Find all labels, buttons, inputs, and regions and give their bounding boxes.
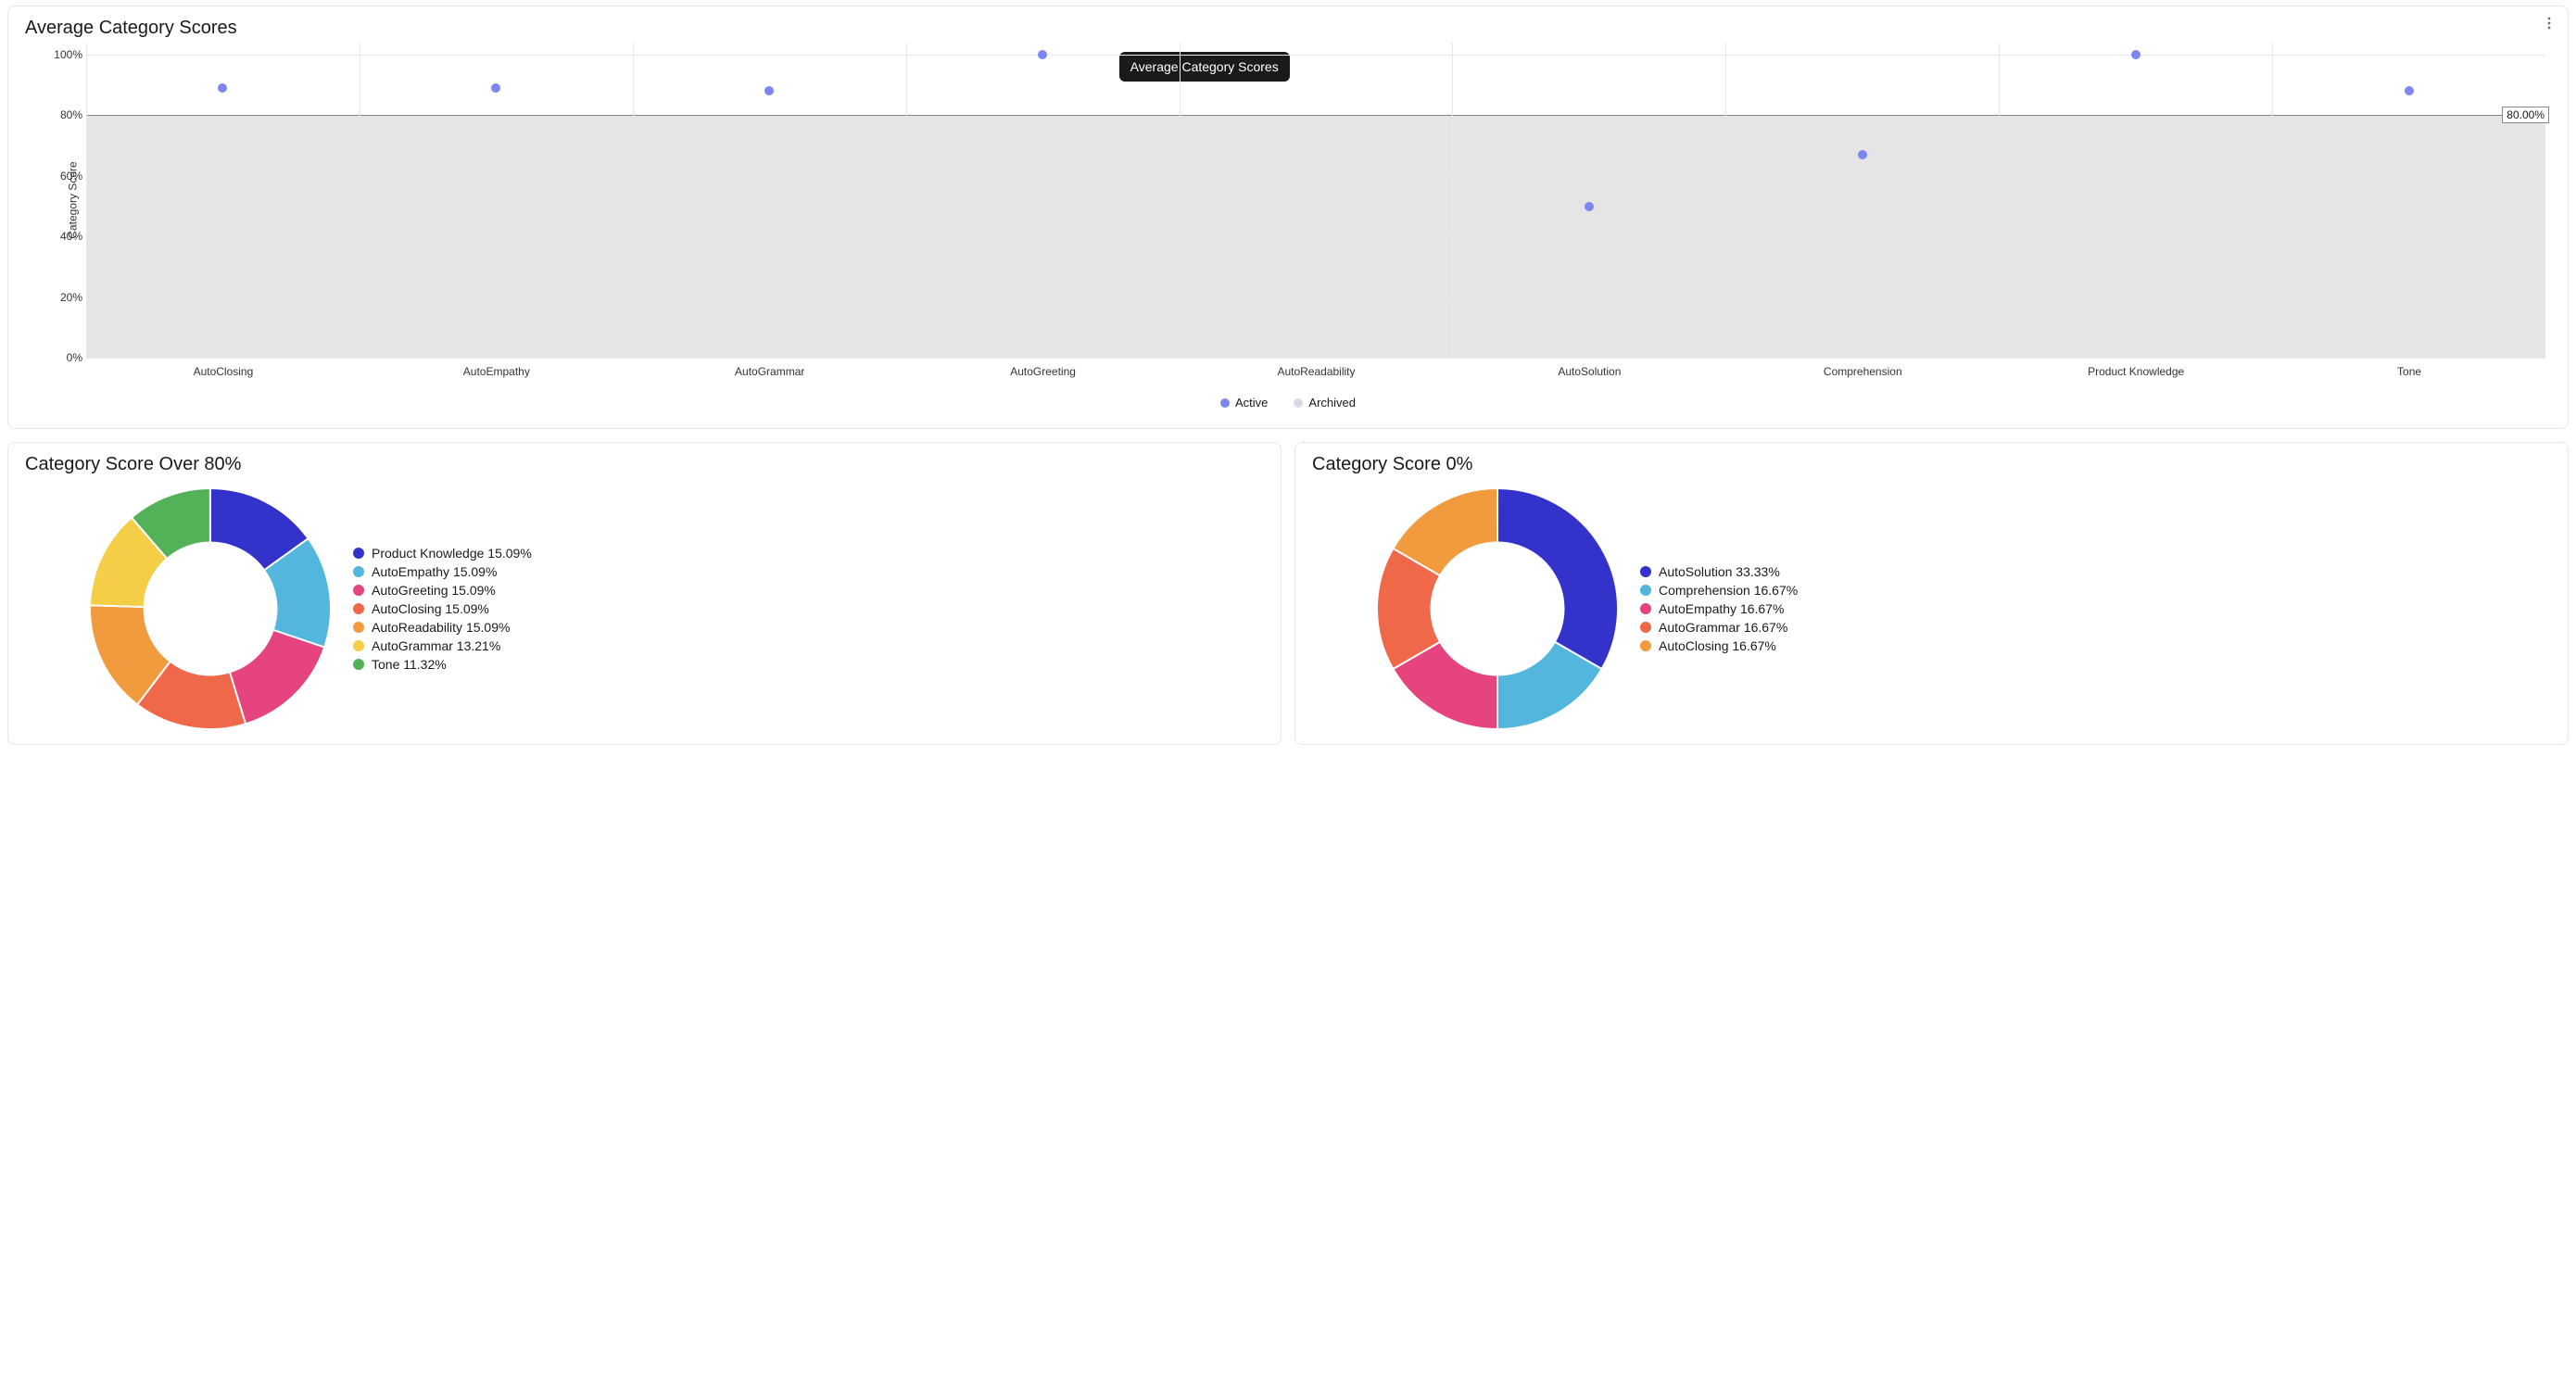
- donut-over80: [90, 488, 331, 729]
- x-category-label: AutoClosing: [194, 365, 254, 378]
- legend-label: Archived: [1308, 396, 1356, 410]
- scatter-card: Average Category Scores Category Score A…: [7, 6, 2569, 429]
- y-tick-label: 0%: [45, 351, 82, 364]
- legend-label: Active: [1235, 396, 1268, 410]
- pie-legend-item[interactable]: AutoClosing 15.09%: [353, 601, 532, 616]
- more-vert-icon: [2542, 16, 2557, 31]
- donut-slice[interactable]: [1497, 488, 1618, 669]
- pie-legend-label: Product Knowledge 15.09%: [372, 546, 532, 561]
- pie-legend-item[interactable]: AutoEmpathy 15.09%: [353, 564, 532, 579]
- pie-legend-swatch: [1640, 622, 1651, 633]
- pie-legend-item[interactable]: Comprehension 16.67%: [1640, 583, 1798, 598]
- donut-over80-legend: Product Knowledge 15.09% AutoEmpathy 15.0…: [353, 546, 532, 672]
- pie-legend-item[interactable]: Tone 11.32%: [353, 657, 532, 672]
- donut-over80-card: Category Score Over 80% Product Knowledg…: [7, 442, 1282, 745]
- x-category-label: AutoEmpathy: [463, 365, 530, 378]
- scatter-title: Average Category Scores: [25, 18, 2553, 39]
- donut-zero-title: Category Score 0%: [1312, 454, 2553, 475]
- scatter-point[interactable]: [1858, 150, 1867, 159]
- scatter-point[interactable]: [491, 83, 500, 93]
- pie-legend-swatch: [353, 603, 364, 614]
- legend-item[interactable]: Archived: [1294, 396, 1356, 410]
- x-category-label: AutoGrammar: [735, 365, 804, 378]
- pie-legend-swatch: [353, 640, 364, 651]
- pie-legend-label: AutoReadability 15.09%: [372, 620, 510, 635]
- pie-legend-item[interactable]: AutoEmpathy 16.67%: [1640, 601, 1798, 616]
- pie-legend-swatch: [1640, 585, 1651, 596]
- pie-legend-swatch: [353, 566, 364, 577]
- legend-swatch: [1220, 398, 1230, 408]
- scatter-plot: Category Score Average Category Scores 0…: [86, 43, 2545, 358]
- pie-legend-label: AutoSolution 33.33%: [1659, 564, 1780, 579]
- donut-slice[interactable]: [230, 630, 324, 724]
- y-tick-label: 80%: [45, 108, 82, 121]
- x-category-label: AutoSolution: [1558, 365, 1621, 378]
- pie-legend-swatch: [353, 585, 364, 596]
- scatter-point[interactable]: [218, 83, 227, 93]
- x-category-label: Comprehension: [1824, 365, 1902, 378]
- scatter-wrap: Category Score Average Category Scores 0…: [23, 43, 2553, 413]
- legend-item[interactable]: Active: [1220, 396, 1268, 410]
- donut-over80-title: Category Score Over 80%: [25, 454, 1266, 475]
- x-category-label: Tone: [2397, 365, 2421, 378]
- more-menu-button[interactable]: [2538, 12, 2560, 34]
- donut-zero-card: Category Score 0% AutoSolution 33.33% Com…: [1294, 442, 2569, 745]
- pie-legend-swatch: [353, 548, 364, 559]
- pie-legend-label: AutoClosing 15.09%: [372, 601, 489, 616]
- y-tick-label: 60%: [45, 170, 82, 183]
- pie-legend-item[interactable]: AutoGrammar 13.21%: [353, 638, 532, 653]
- scatter-point[interactable]: [1038, 50, 1047, 59]
- pie-legend-item[interactable]: Product Knowledge 15.09%: [353, 546, 532, 561]
- donut-zero-legend: AutoSolution 33.33% Comprehension 16.67% A…: [1640, 564, 1798, 653]
- legend-swatch: [1294, 398, 1303, 408]
- pie-legend-label: Tone 11.32%: [372, 657, 447, 672]
- pie-legend-item[interactable]: AutoClosing 16.67%: [1640, 638, 1798, 653]
- pie-legend-label: AutoGreeting 15.09%: [372, 583, 496, 598]
- y-tick-label: 20%: [45, 291, 82, 304]
- pie-legend-swatch: [1640, 640, 1651, 651]
- y-tick-label: 100%: [45, 48, 82, 61]
- pie-legend-item[interactable]: AutoSolution 33.33%: [1640, 564, 1798, 579]
- y-tick-label: 40%: [45, 230, 82, 243]
- pie-legend-label: AutoGrammar 16.67%: [1659, 620, 1787, 635]
- pie-legend-item[interactable]: AutoReadability 15.09%: [353, 620, 532, 635]
- donut-zero: [1377, 488, 1618, 729]
- pie-legend-swatch: [353, 622, 364, 633]
- x-category-label: AutoReadability: [1277, 365, 1355, 378]
- pie-legend-label: AutoGrammar 13.21%: [372, 638, 500, 653]
- pie-legend-label: AutoEmpathy 15.09%: [372, 564, 497, 579]
- pie-legend-item[interactable]: AutoGrammar 16.67%: [1640, 620, 1798, 635]
- pie-legend-label: AutoClosing 16.67%: [1659, 638, 1776, 653]
- scatter-legend: Active Archived: [23, 396, 2553, 410]
- pie-legend-swatch: [1640, 566, 1651, 577]
- pie-legend-swatch: [353, 659, 364, 670]
- pie-legend-label: AutoEmpathy 16.67%: [1659, 601, 1784, 616]
- pie-legend-item[interactable]: AutoGreeting 15.09%: [353, 583, 532, 598]
- scatter-point[interactable]: [2131, 50, 2140, 59]
- scatter-point[interactable]: [764, 86, 774, 95]
- x-category-label: Product Knowledge: [2088, 365, 2184, 378]
- pie-legend-label: Comprehension 16.67%: [1659, 583, 1798, 598]
- scatter-point[interactable]: [1585, 202, 1594, 211]
- x-category-label: AutoGreeting: [1010, 365, 1076, 378]
- scatter-point[interactable]: [2405, 86, 2414, 95]
- pie-legend-swatch: [1640, 603, 1651, 614]
